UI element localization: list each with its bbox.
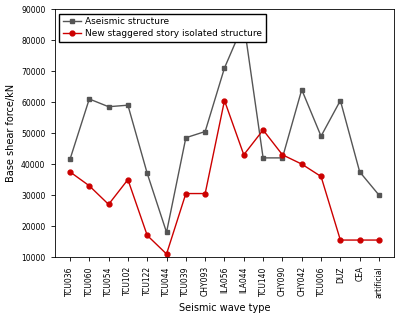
Aseismic structure bbox=[280, 156, 285, 160]
New staggered story isolated structure bbox=[376, 238, 381, 242]
Aseismic structure bbox=[241, 21, 246, 25]
Aseismic structure bbox=[203, 130, 208, 133]
New staggered story isolated structure bbox=[126, 178, 130, 182]
X-axis label: Seismic wave type: Seismic wave type bbox=[179, 303, 270, 314]
Aseismic structure bbox=[319, 134, 324, 138]
Aseismic structure bbox=[357, 170, 362, 174]
Aseismic structure bbox=[184, 136, 188, 140]
New staggered story isolated structure bbox=[68, 170, 72, 174]
New staggered story isolated structure bbox=[299, 162, 304, 166]
Aseismic structure bbox=[126, 103, 130, 107]
Legend: Aseismic structure, New staggered story isolated structure: Aseismic structure, New staggered story … bbox=[59, 14, 266, 41]
Aseismic structure bbox=[338, 99, 343, 102]
Aseismic structure bbox=[87, 97, 92, 101]
Y-axis label: Base shear force/kN: Base shear force/kN bbox=[6, 84, 16, 182]
Aseismic structure bbox=[145, 172, 150, 175]
Aseismic structure bbox=[261, 156, 266, 160]
Aseismic structure bbox=[68, 158, 72, 161]
Aseismic structure bbox=[299, 88, 304, 92]
Line: New staggered story isolated structure: New staggered story isolated structure bbox=[68, 98, 382, 256]
New staggered story isolated structure bbox=[280, 153, 285, 157]
Aseismic structure bbox=[376, 193, 381, 197]
New staggered story isolated structure bbox=[87, 184, 92, 188]
New staggered story isolated structure bbox=[241, 153, 246, 157]
Aseismic structure bbox=[222, 66, 227, 70]
Aseismic structure bbox=[106, 105, 111, 109]
Aseismic structure bbox=[164, 230, 169, 234]
New staggered story isolated structure bbox=[338, 238, 343, 242]
New staggered story isolated structure bbox=[203, 192, 208, 196]
Line: Aseismic structure: Aseismic structure bbox=[68, 21, 382, 235]
New staggered story isolated structure bbox=[145, 234, 150, 237]
New staggered story isolated structure bbox=[357, 238, 362, 242]
New staggered story isolated structure bbox=[164, 252, 169, 256]
New staggered story isolated structure bbox=[106, 203, 111, 206]
New staggered story isolated structure bbox=[261, 128, 266, 132]
New staggered story isolated structure bbox=[319, 174, 324, 178]
New staggered story isolated structure bbox=[222, 99, 227, 102]
New staggered story isolated structure bbox=[184, 192, 188, 196]
